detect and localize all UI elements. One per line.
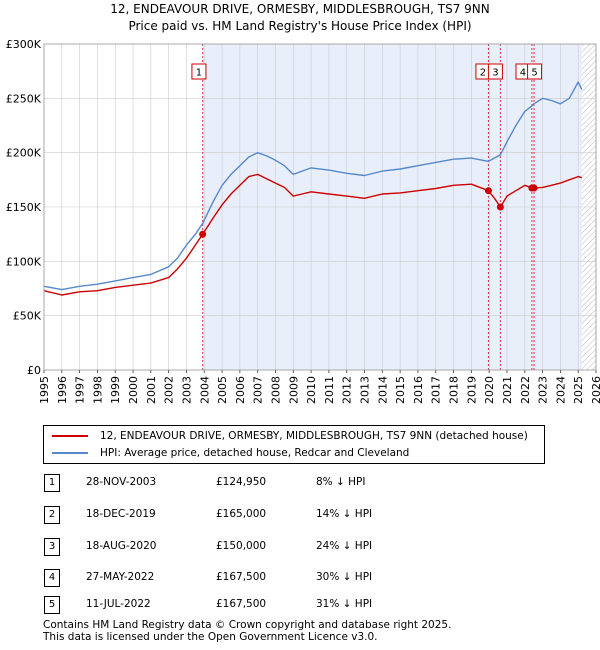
sale-point — [530, 184, 538, 192]
legend-swatch-hpi — [52, 452, 88, 454]
x-tick-label: 2010 — [305, 376, 318, 404]
x-tick-label: 2015 — [394, 376, 407, 404]
transaction-row: 3 18-AUG-2020 £150,000 24% ↓ HPI — [44, 538, 564, 558]
y-tick-label: £200K — [6, 147, 42, 160]
y-tick-label: £150K — [6, 201, 42, 214]
transaction-number: 4 — [44, 569, 60, 587]
x-tick-label: 2004 — [198, 376, 211, 404]
y-tick-label: £100K — [6, 255, 42, 268]
sale-marker-box — [487, 63, 503, 80]
legend-label-hpi: HPI: Average price, detached house, Redc… — [100, 447, 410, 459]
x-tick-label: 1998 — [91, 376, 104, 404]
transaction-row: 4 27-MAY-2022 £167,500 30% ↓ HPI — [44, 569, 564, 589]
sale-marker-label: 5 — [531, 68, 537, 79]
x-tick-label: 2023 — [537, 376, 550, 404]
transaction-date: 18-AUG-2020 — [86, 540, 157, 552]
x-tick-label: 2006 — [234, 376, 247, 404]
x-tick-label: 2018 — [448, 376, 461, 404]
chart-title: 12, ENDEAVOUR DRIVE, ORMESBY, MIDDLESBRO… — [110, 2, 490, 16]
transaction-hpi: 30% ↓ HPI — [316, 571, 373, 583]
transaction-price: £165,000 — [216, 508, 267, 520]
y-tick-label: £50K — [13, 310, 42, 323]
sale-point — [484, 187, 492, 195]
x-tick-label: 2025 — [572, 376, 585, 404]
x-tick-label: 1995 — [38, 376, 51, 404]
sale-marker-label: 2 — [480, 68, 486, 79]
transaction-number: 1 — [44, 474, 60, 492]
x-tick-label: 2013 — [359, 376, 372, 404]
legend-label-property: 12, ENDEAVOUR DRIVE, ORMESBY, MIDDLESBRO… — [100, 430, 528, 442]
transaction-number: 2 — [44, 506, 60, 524]
sale-marker-label: 1 — [196, 68, 202, 79]
footer-license: This data is licensed under the Open Gov… — [43, 631, 378, 643]
x-tick-label: 2000 — [127, 376, 140, 404]
transaction-row: 1 28-NOV-2003 £124,950 8% ↓ HPI — [44, 474, 564, 494]
x-tick-label: 2011 — [323, 376, 336, 404]
footer-copyright: Contains HM Land Registry data © Crown c… — [43, 619, 452, 631]
transaction-date: 28-NOV-2003 — [86, 476, 157, 488]
x-tick-label: 1996 — [56, 376, 69, 404]
x-tick-label: 2019 — [465, 376, 478, 404]
y-tick-label: £0 — [27, 364, 41, 377]
x-tick-label: 2001 — [145, 376, 158, 404]
x-tick-label: 2016 — [412, 376, 425, 404]
hpi-line — [43, 81, 583, 291]
transaction-date: 27-MAY-2022 — [86, 571, 155, 583]
legend-swatch-property — [52, 435, 88, 437]
transaction-hpi: 24% ↓ HPI — [316, 540, 373, 552]
y-tick-label: £300K — [6, 38, 42, 51]
sale-point — [199, 230, 207, 238]
property-price-line — [43, 173, 583, 296]
transaction-hpi: 31% ↓ HPI — [316, 598, 373, 610]
transaction-number: 3 — [44, 538, 60, 556]
x-tick-label: 2002 — [163, 376, 176, 404]
sale-marker-box — [527, 63, 543, 80]
transaction-hpi: 14% ↓ HPI — [316, 508, 373, 520]
x-tick-label: 2024 — [554, 376, 567, 404]
x-tick-label: 2020 — [483, 376, 496, 404]
sale-marker-label: 3 — [492, 68, 498, 79]
x-tick-label: 2005 — [216, 376, 229, 404]
y-tick-label: £250K — [6, 92, 42, 105]
x-tick-label: 2007 — [252, 376, 265, 404]
legend-item-hpi: HPI: Average price, detached house, Redc… — [52, 445, 409, 461]
x-tick-label: 2009 — [287, 376, 300, 404]
transaction-price: £167,500 — [216, 571, 267, 583]
transaction-row: 2 18-DEC-2019 £165,000 14% ↓ HPI — [44, 506, 564, 526]
x-tick-label: 1999 — [109, 376, 122, 404]
x-tick-label: 2003 — [180, 376, 193, 404]
transaction-date: 11-JUL-2022 — [86, 598, 151, 610]
x-tick-label: 2022 — [519, 376, 532, 404]
x-tick-label: 2021 — [501, 376, 514, 404]
transaction-row: 5 11-JUL-2022 £167,500 31% ↓ HPI — [44, 596, 564, 616]
transaction-price: £124,950 — [216, 476, 267, 488]
legend: 12, ENDEAVOUR DRIVE, ORMESBY, MIDDLESBRO… — [43, 425, 545, 464]
chart-subtitle: Price paid vs. HM Land Registry's House … — [128, 19, 472, 33]
transaction-price: £167,500 — [216, 598, 267, 610]
plot-frame — [43, 43, 597, 371]
x-tick-label: 1997 — [74, 376, 87, 404]
sale-point — [496, 203, 504, 211]
x-tick-label: 2014 — [376, 376, 389, 404]
x-tick-label: 2017 — [430, 376, 443, 404]
x-tick-label: 2026 — [590, 376, 600, 404]
legend-item-property: 12, ENDEAVOUR DRIVE, ORMESBY, MIDDLESBRO… — [52, 428, 528, 444]
sale-marker-label: 4 — [520, 68, 526, 79]
sale-marker-box — [191, 63, 207, 80]
transaction-date: 18-DEC-2019 — [86, 508, 156, 520]
transaction-number: 5 — [44, 596, 60, 614]
x-tick-label: 2012 — [341, 376, 354, 404]
x-tick-label: 2008 — [269, 376, 282, 404]
transaction-price: £150,000 — [216, 540, 267, 552]
transaction-hpi: 8% ↓ HPI — [316, 476, 366, 488]
